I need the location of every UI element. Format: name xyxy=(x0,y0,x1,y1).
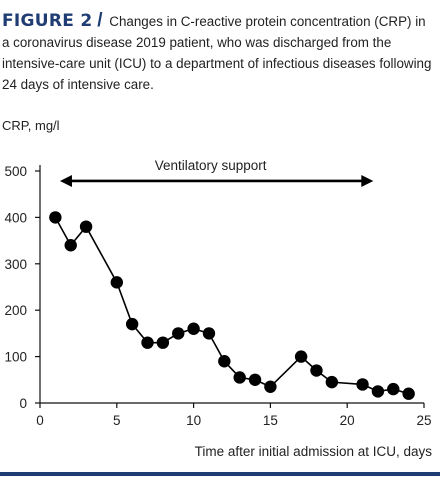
x-tick-label: 25 xyxy=(416,413,431,428)
crp-data-point xyxy=(233,371,246,384)
crp-data-point xyxy=(325,375,339,389)
x-tick-label: 15 xyxy=(263,413,278,428)
bottom-rule xyxy=(0,472,440,476)
crp-data-point xyxy=(310,364,323,377)
caption-text: Changes in C-reactive protein concentrat… xyxy=(2,14,432,92)
y-tick-label: 100 xyxy=(4,350,27,365)
crp-data-point xyxy=(294,350,308,363)
crp-data-point xyxy=(79,220,93,233)
crp-data-point xyxy=(356,378,369,391)
crp-data-point xyxy=(110,276,124,289)
figure-label: FIGURE 2 xyxy=(2,11,93,31)
x-tick-label: 20 xyxy=(340,413,355,428)
x-tick-label: 0 xyxy=(36,413,44,428)
crp-data-point xyxy=(141,336,154,349)
ventilatory-arrow-left-head xyxy=(59,174,72,187)
y-tick-label: 300 xyxy=(4,257,27,272)
y-axis-label: CRP, mg/l xyxy=(2,118,60,133)
ventilatory-arrow-right-head xyxy=(361,174,374,187)
crp-data-point xyxy=(218,355,231,368)
figure-caption: FIGURE 2 / Changes in C-reactive protein… xyxy=(2,10,432,95)
y-tick-label: 0 xyxy=(19,396,27,411)
x-tick-label: 5 xyxy=(113,413,121,428)
crp-data-point xyxy=(49,211,62,224)
ventilatory-support-label: Ventilatory support xyxy=(155,158,267,173)
crp-data-point xyxy=(64,239,77,252)
crp-data-point xyxy=(125,317,139,331)
figure-slash: / xyxy=(97,10,103,31)
x-tick-label: 10 xyxy=(186,413,201,428)
y-tick-label: 400 xyxy=(4,210,27,225)
crp-data-point xyxy=(371,385,385,398)
x-axis-label: Time after initial admission at ICU, day… xyxy=(195,444,433,459)
crp-data-point xyxy=(387,382,400,396)
crp-data-point xyxy=(202,327,216,340)
crp-data-point xyxy=(156,336,170,349)
crp-data-point xyxy=(402,387,415,400)
crp-data-point xyxy=(248,373,262,386)
crp-data-point xyxy=(172,327,185,340)
y-tick-label: 500 xyxy=(4,164,27,179)
crp-series-line xyxy=(54,217,409,395)
crp-data-point xyxy=(264,380,277,393)
y-tick-label: 200 xyxy=(4,303,27,318)
crp-data-point xyxy=(187,322,200,335)
